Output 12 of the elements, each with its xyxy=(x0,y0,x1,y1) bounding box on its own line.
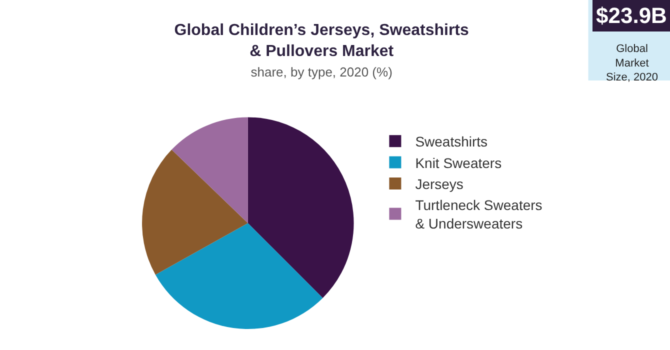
pie-slice xyxy=(155,223,323,329)
chart-title: Global Children’s Jerseys, Sweatshirts & Pullovers Market xyxy=(174,22,470,60)
chart-subtitle: share, by type, 2020 (%) xyxy=(250,64,392,80)
pie-slice xyxy=(172,117,248,224)
pie-slice xyxy=(248,117,354,298)
legend-label: Jerseys xyxy=(415,176,464,192)
text: Global Market Size, 2020 xyxy=(606,43,658,84)
legend-label: Turtleneck Sweaters & Undersweaters xyxy=(415,197,542,232)
pie-slice xyxy=(142,150,248,275)
legend-label: Knit Sweaters xyxy=(415,154,502,171)
text: $23.9B xyxy=(596,3,667,28)
legend-label: Sweatshirts xyxy=(415,134,488,150)
